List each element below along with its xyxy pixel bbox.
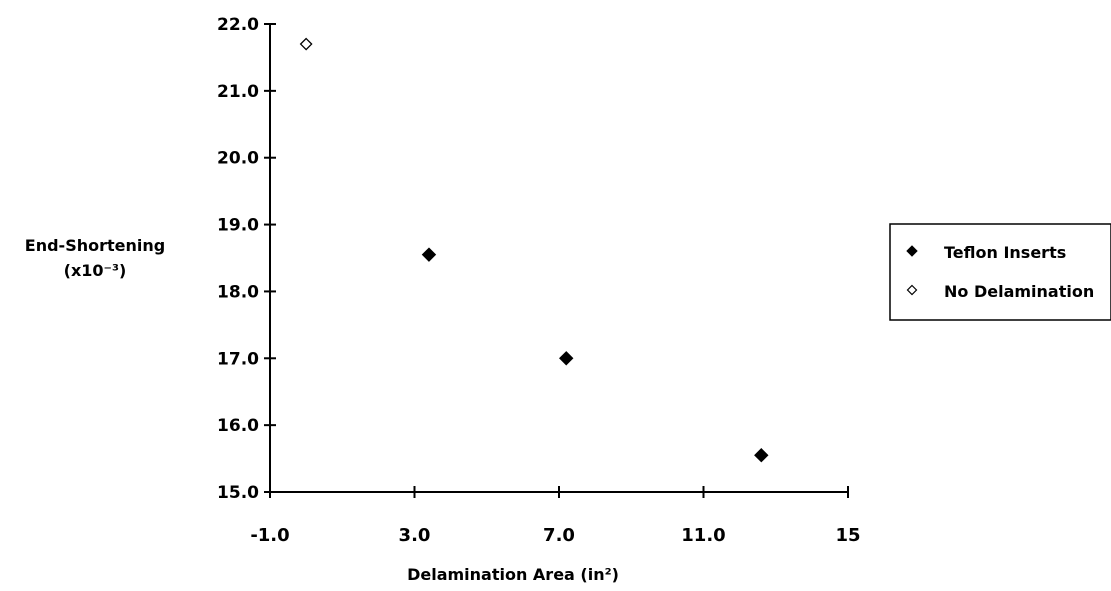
y-axis-title-line1: End-Shortening [25, 236, 165, 255]
teflon-inserts-point [559, 351, 574, 366]
x-tick-label: 7.0 [543, 525, 575, 546]
y-tick-label: 21.0 [217, 82, 259, 102]
y-tick-label: 20.0 [217, 149, 259, 169]
y-tick-label: 16.0 [217, 416, 259, 436]
legend: Teflon Inserts No Delamination [889, 223, 1111, 321]
y-tick-label: 17.0 [217, 349, 259, 369]
no-delamination-point [299, 37, 313, 51]
y-tick-label: 18.0 [217, 282, 259, 302]
axes [269, 24, 848, 493]
x-axis-title: Delamination Area (in²) [407, 565, 619, 584]
tick-marks: 15.0 16.0 17.0 18.0 19.0 20.0 21.0 22.0 -1.0 3.0 7… [217, 15, 860, 546]
teflon-inserts-point [754, 448, 769, 463]
y-tick-label: 22.0 [217, 15, 259, 35]
data-points [299, 37, 769, 463]
x-tick-label: -1.0 [250, 525, 289, 546]
legend-filled-diamond-icon [906, 245, 918, 257]
x-tick-label: 3.0 [399, 525, 431, 546]
legend-open-diamond-icon [906, 284, 918, 296]
y-tick-label: 15.0 [217, 483, 259, 503]
legend-label: No Delamination [944, 282, 1094, 301]
y-tick-label: 19.0 [217, 216, 259, 236]
x-tick-label: 11.0 [681, 525, 725, 546]
legend-label: Teflon Inserts [944, 243, 1066, 262]
legend-box [889, 223, 1111, 321]
x-tick-label: 15 [835, 525, 860, 546]
y-axis-title-line2: (x10⁻³) [64, 261, 127, 280]
teflon-inserts-point [421, 247, 437, 262]
